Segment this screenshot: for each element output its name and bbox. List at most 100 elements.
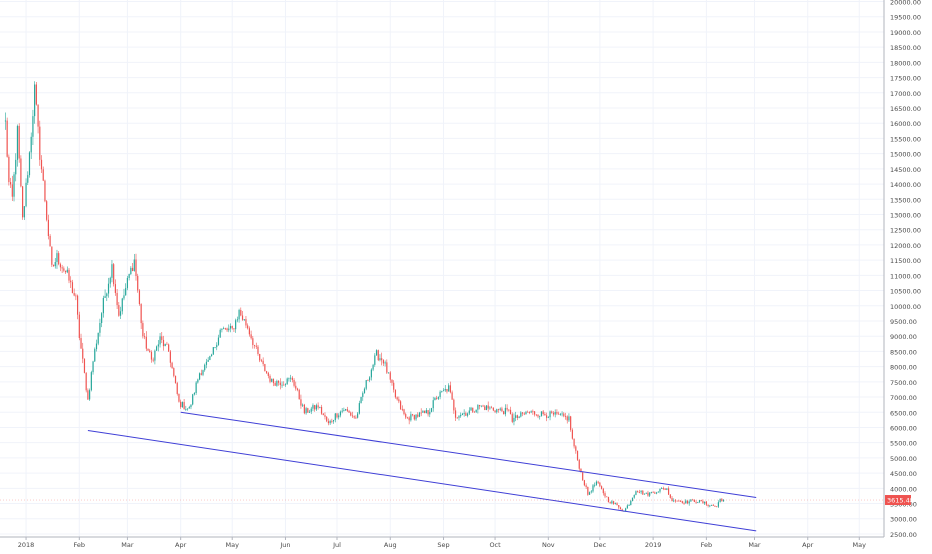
- candle-body: [99, 323, 101, 333]
- candle-body: [46, 201, 48, 220]
- y-tick-label: 11500.00: [890, 257, 921, 265]
- candle-body: [169, 351, 171, 363]
- candle-body: [101, 313, 103, 324]
- candle-body: [513, 417, 515, 422]
- candle-body: [528, 412, 531, 413]
- candle-body: [121, 298, 123, 312]
- candle-body: [458, 416, 460, 418]
- candle-body: [350, 412, 352, 416]
- candle-body: [345, 409, 347, 411]
- candle-body: [515, 415, 517, 418]
- candle-body: [442, 390, 445, 392]
- candle-body: [210, 354, 213, 357]
- candle-body: [113, 264, 115, 285]
- candle-body: [487, 405, 489, 409]
- candle-body: [597, 481, 599, 483]
- x-tick-label: Mar: [121, 541, 134, 549]
- candle-body: [690, 499, 692, 502]
- candle-body: [338, 415, 340, 418]
- candle-body: [475, 409, 477, 413]
- candle-body: [492, 407, 494, 411]
- candle-body: [214, 347, 216, 348]
- candle-body: [32, 116, 34, 137]
- candle-body: [326, 416, 328, 422]
- candle-body: [143, 336, 146, 338]
- candle-body: [382, 360, 384, 364]
- candle-body: [200, 373, 202, 375]
- candle-body: [521, 412, 524, 414]
- candle-body: [42, 169, 44, 181]
- y-tick-label: 9500.00: [890, 318, 917, 326]
- candle-body: [710, 504, 713, 506]
- candle-body: [592, 485, 594, 492]
- candle-body: [223, 328, 225, 330]
- candle-body: [307, 408, 309, 413]
- candle-body: [267, 372, 269, 376]
- candle-body: [365, 380, 367, 389]
- x-tick-label: Dec: [594, 541, 607, 549]
- candle-body: [168, 344, 170, 352]
- candle-body: [420, 412, 422, 414]
- y-tick-label: 19500.00: [890, 14, 921, 22]
- candle-body: [499, 408, 501, 410]
- candle-body: [295, 385, 297, 389]
- candle-body: [76, 295, 79, 315]
- candle-body: [161, 336, 163, 340]
- candle-body: [649, 492, 651, 496]
- candle-body: [259, 353, 261, 361]
- candle-body: [654, 492, 656, 494]
- candle-body: [659, 489, 661, 492]
- candle-body: [657, 491, 659, 493]
- candle-body: [353, 416, 355, 418]
- candle-body: [523, 413, 525, 415]
- candle-body: [319, 406, 321, 408]
- candle-body: [427, 410, 429, 415]
- candle-body: [64, 270, 67, 273]
- candle-body: [290, 377, 292, 379]
- candle-body: [379, 358, 381, 361]
- y-tick-label: 2500.00: [890, 531, 917, 539]
- candle-body: [485, 405, 488, 411]
- candle-body: [633, 494, 635, 498]
- candle-body: [192, 394, 194, 405]
- candle-body: [336, 413, 338, 418]
- y-tick-label: 4000.00: [890, 485, 917, 493]
- lower-trendline[interactable]: [87, 430, 757, 532]
- candle-body: [54, 262, 56, 267]
- candle-body: [444, 388, 446, 391]
- candle-body: [202, 370, 204, 375]
- candle-body: [216, 344, 218, 348]
- candle-body: [405, 414, 407, 418]
- candle-body: [631, 497, 634, 501]
- candle-body: [626, 505, 628, 509]
- candle-body: [377, 350, 379, 361]
- candle-body: [398, 399, 400, 402]
- y-tick-label: 9000.00: [890, 333, 917, 341]
- candle-body: [552, 412, 555, 415]
- y-tick-label: 16000.00: [890, 120, 921, 128]
- candle-body: [520, 412, 522, 417]
- candle-body: [609, 502, 611, 504]
- candle-body: [58, 253, 60, 265]
- candle-body: [114, 284, 116, 293]
- upper-trendline[interactable]: [180, 411, 757, 498]
- candle-body: [563, 413, 565, 417]
- candle-body: [312, 405, 314, 409]
- x-tick-label: Mar: [748, 541, 761, 549]
- y-tick-label: 12500.00: [890, 227, 921, 235]
- candle-body: [707, 504, 709, 506]
- candle-body: [479, 405, 481, 407]
- candle-body: [436, 397, 438, 399]
- candle-body: [669, 494, 671, 498]
- candle-body: [265, 371, 268, 373]
- candle-body: [83, 358, 86, 373]
- candle-body: [85, 372, 87, 391]
- candle-body: [276, 380, 278, 386]
- candle-body: [231, 326, 233, 329]
- candle-body: [504, 407, 506, 415]
- candle-body: [173, 368, 175, 376]
- candle-body: [652, 491, 654, 493]
- candle-body: [360, 396, 362, 404]
